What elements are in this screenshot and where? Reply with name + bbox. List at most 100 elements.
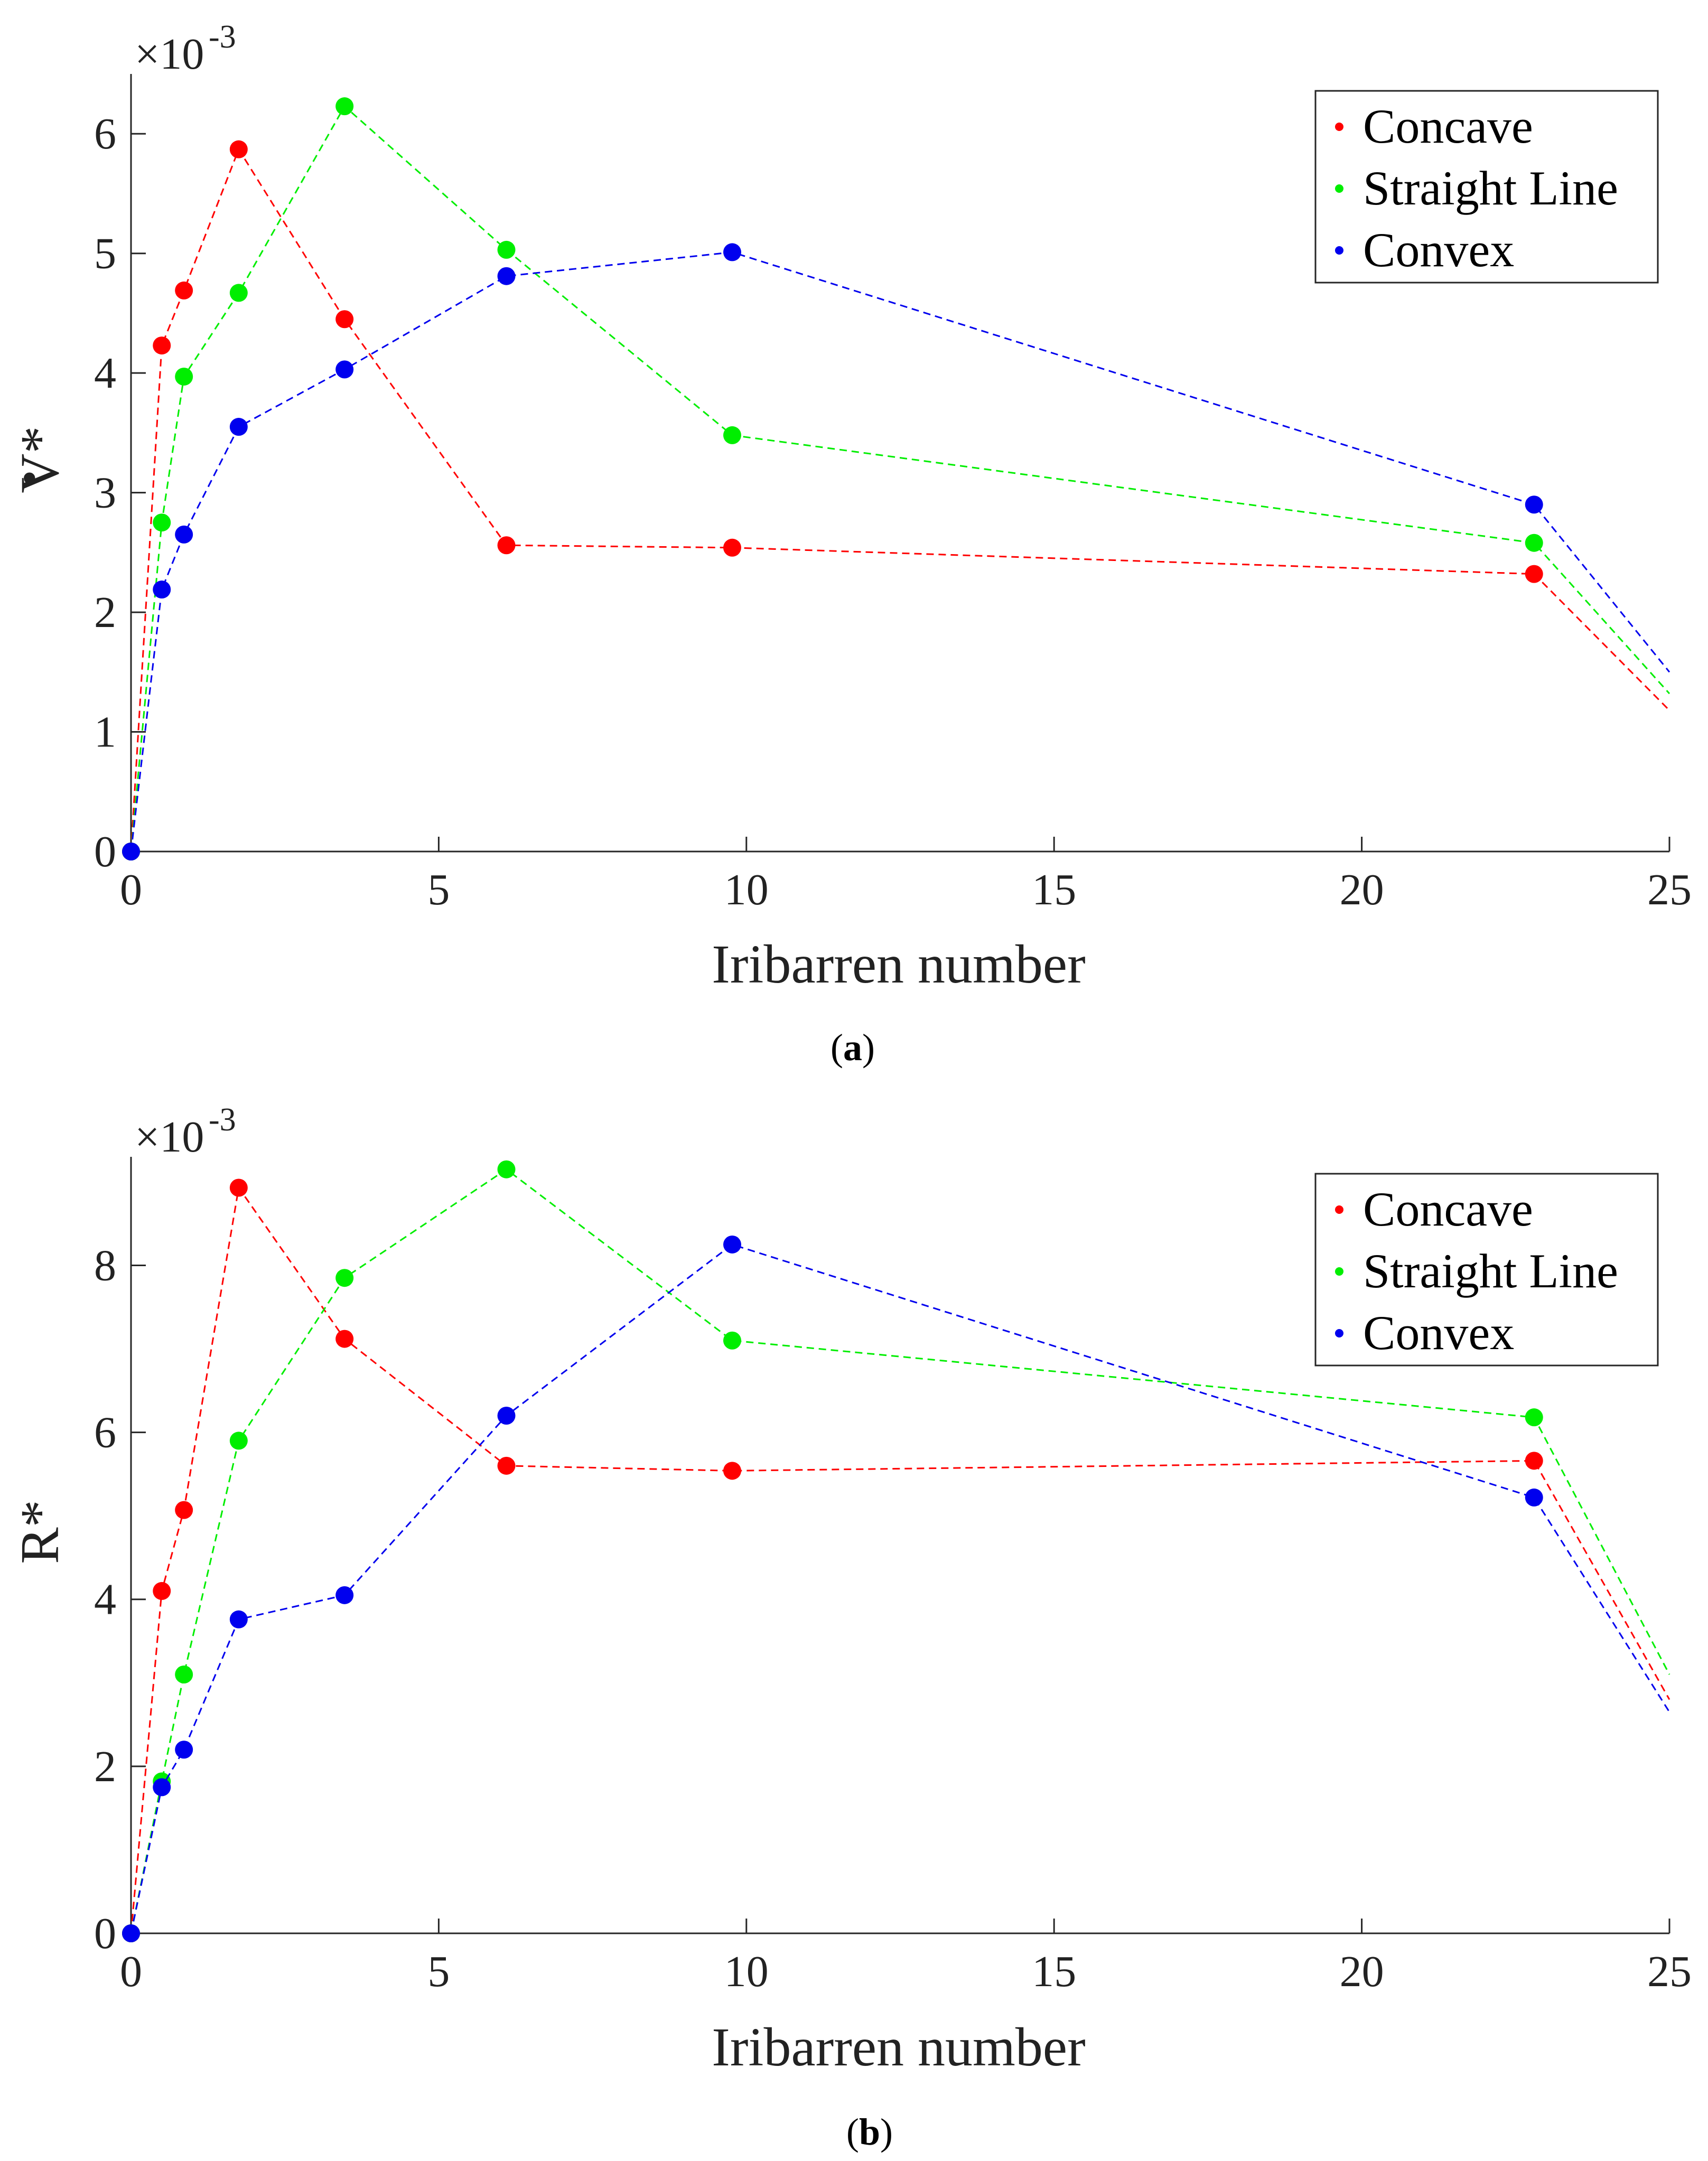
legend-marker-convex-a [1335, 246, 1343, 255]
data-point-straight-line-b [335, 1269, 354, 1287]
y-tick-label-b: 4 [94, 1575, 116, 1624]
data-point-concave-b [1525, 1452, 1543, 1470]
x-tick-label-a: 20 [1340, 865, 1384, 914]
data-point-convex-b [175, 1741, 193, 1759]
y-tick-label-b: 8 [94, 1241, 116, 1290]
legend-label-convex-b: Convex [1363, 1306, 1514, 1360]
exponent-base-b: ×10 [135, 1112, 204, 1162]
chart-panel-b: ×10 -3 R* Iribarren number (b) 0 5 10 15 20 2… [10, 1102, 1692, 2153]
data-point-straight-line-a [153, 513, 171, 532]
data-point-concave-b [335, 1330, 354, 1348]
legend-label-concave-a: Concave [1363, 99, 1533, 153]
data-point-convex-a [1525, 495, 1543, 514]
data-point-straight-line-b [497, 1160, 516, 1178]
y-tick-label-a: 6 [94, 109, 116, 158]
y-tick-label-a: 3 [94, 469, 116, 518]
x-tick-label-a: 10 [724, 865, 769, 914]
x-tick-label-b: 20 [1340, 1947, 1384, 1996]
data-point-convex-b [723, 1235, 742, 1253]
x-tick-label-b: 15 [1032, 1947, 1076, 1996]
data-point-convex-a [723, 243, 742, 261]
legend-marker-concave-b [1335, 1205, 1343, 1214]
x-tick-label-b: 10 [724, 1947, 769, 1996]
legend-box-a [1314, 90, 1659, 284]
data-point-straight-line-a [497, 240, 516, 259]
caption-a-letter: a [843, 1026, 862, 1069]
data-point-straight-line-a [229, 284, 248, 302]
exponent-label-a: ×10 -3 [135, 19, 236, 79]
data-point-convex-b [229, 1610, 248, 1629]
data-point-straight-line-b [229, 1432, 248, 1450]
x-axis-label-b: Iribarren number [712, 2017, 1085, 2078]
caption-b: (b) [846, 2111, 893, 2153]
y-tick-label-b: 2 [94, 1742, 116, 1791]
data-point-concave-b [497, 1456, 516, 1475]
y-axis-label-a: V* [10, 426, 70, 493]
series-convex-a [122, 243, 1670, 860]
data-point-straight-line-b [1525, 1408, 1543, 1427]
series-convex-b [122, 1235, 1670, 1942]
data-point-straight-line-b [723, 1331, 742, 1350]
caption-b-open: ( [846, 2111, 859, 2153]
data-point-straight-line-a [335, 97, 354, 116]
y-tick-label-a: 4 [94, 349, 116, 398]
legend-marker-straight-line-a [1335, 184, 1343, 193]
data-point-convex-a [122, 843, 140, 860]
data-point-convex-b [335, 1586, 354, 1604]
y-axis-label-b: R* [10, 1500, 70, 1564]
legend-label-straight-line-b: Straight Line [1363, 1244, 1618, 1298]
caption-b-letter: b [859, 2111, 880, 2153]
svg-text:(a): (a) [830, 1026, 875, 1069]
legend-label-convex-a: Convex [1363, 223, 1514, 277]
data-point-concave-b [153, 1582, 171, 1600]
y-tick-label-b: 6 [94, 1408, 116, 1457]
exponent-power-b: -3 [209, 1102, 236, 1138]
x-tick-label-a: 15 [1032, 865, 1076, 914]
x-axis-label-a: Iribarren number [712, 934, 1085, 995]
data-point-convex-a [497, 267, 516, 285]
legend-marker-concave-a [1335, 123, 1343, 131]
data-point-concave-a [175, 281, 193, 300]
caption-a-close: ) [862, 1026, 875, 1069]
y-tick-label-a: 2 [94, 588, 116, 637]
data-point-concave-a [723, 538, 742, 557]
y-tick-label-a: 5 [94, 229, 116, 278]
data-point-convex-a [335, 360, 354, 379]
data-point-convex-a [153, 581, 171, 599]
data-point-concave-b [723, 1462, 742, 1480]
x-tick-label-a: 5 [427, 865, 450, 914]
data-point-convex-a [229, 418, 248, 436]
caption-a: (a) [830, 1026, 875, 1069]
data-point-concave-b [175, 1501, 193, 1519]
y-axis-label-dot-a: • [21, 452, 38, 504]
y-tick-label-b: 0 [94, 1909, 116, 1958]
exponent-base-a: ×10 [135, 30, 204, 79]
data-point-concave-a [229, 140, 248, 158]
data-point-concave-a [153, 336, 171, 355]
axes-a: 0 5 10 15 20 25 0 1 2 3 4 5 6 [94, 74, 1692, 914]
data-point-convex-b [497, 1407, 516, 1425]
data-point-straight-line-a [175, 367, 193, 386]
data-point-straight-line-a [723, 426, 742, 444]
data-point-concave-a [335, 310, 354, 329]
data-point-straight-line-a [1525, 534, 1543, 552]
legend-marker-straight-line-b [1335, 1267, 1343, 1276]
data-point-concave-a [1525, 565, 1543, 583]
svg-text:(b): (b) [846, 2111, 893, 2153]
data-point-straight-line-b [175, 1666, 193, 1683]
x-tick-label-b: 0 [120, 1947, 142, 1996]
y-tick-label-a: 1 [94, 708, 116, 757]
data-point-convex-a [175, 525, 193, 544]
x-tick-label-a: 0 [120, 865, 142, 914]
x-tick-label-b: 5 [427, 1947, 450, 1996]
series-line-convex-a [130, 251, 1670, 852]
exponent-power-a: -3 [209, 19, 236, 55]
y-tick-label-a: 0 [94, 827, 116, 876]
data-point-concave-b [229, 1178, 248, 1197]
legend-label-straight-line-a: Straight Line [1363, 161, 1618, 215]
axes-b: 0 5 10 15 20 25 0 2 4 6 8 [94, 1157, 1692, 1996]
data-point-convex-b [153, 1778, 171, 1797]
legend-marker-convex-b [1335, 1329, 1343, 1337]
data-point-concave-a [497, 536, 516, 555]
